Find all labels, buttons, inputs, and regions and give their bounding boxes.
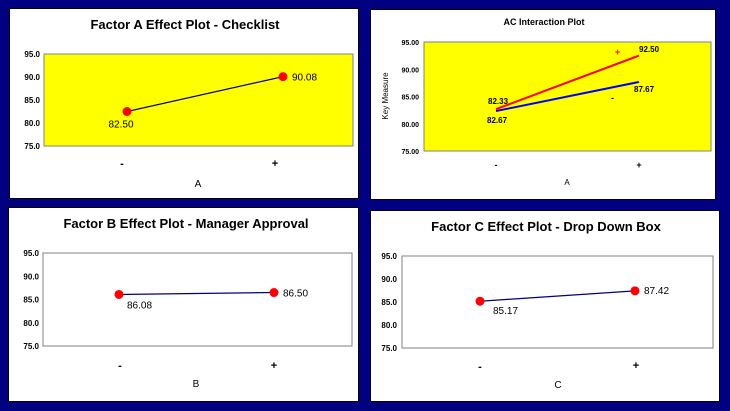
data-point	[278, 72, 288, 82]
x-tick-label: +	[272, 158, 278, 170]
series-line	[118, 291, 275, 296]
x-tick-label: +	[271, 360, 277, 372]
y-ticks: 75.0 80.0 85.0 90.0 95.0	[381, 252, 397, 353]
y-tick-label: 80.00	[401, 122, 419, 129]
y-tick-label: 75.0	[23, 342, 39, 351]
data-label: 85.17	[493, 306, 518, 317]
series-line-minus	[495, 80, 640, 113]
plot-area	[42, 252, 353, 347]
data-label: 82.50	[108, 120, 133, 131]
y-tick-label: 80.0	[24, 119, 40, 128]
y-tick-label: 75.0	[381, 344, 397, 353]
x-axis-label: C	[554, 380, 561, 391]
series-line	[126, 76, 284, 113]
chart-factor-c: Factor C Effect Plot - Drop Down Box 75.…	[370, 210, 720, 402]
data-point	[475, 296, 485, 306]
y-tick-label: 90.0	[24, 73, 40, 82]
y-tick-label: 85.0	[23, 296, 39, 305]
chart-factor-b: Factor B Effect Plot - Manager Approval …	[8, 207, 359, 402]
chart-ac-interaction-svg: AC Interaction Plot 75.00 80.00 85.00 90.00…	[381, 17, 712, 187]
data-label: 92.50	[639, 45, 660, 54]
data-point	[630, 286, 640, 296]
x-tick-label: -	[120, 158, 124, 170]
data-point	[114, 289, 124, 299]
x-axis-label: A	[195, 179, 202, 190]
y-ticks: 75.00 80.00 85.00 90.00 95.00	[401, 40, 419, 156]
y-tick-label: 95.00	[401, 40, 419, 47]
data-label: 82.67	[487, 116, 508, 125]
data-label: 86.50	[283, 289, 308, 300]
y-tick-label: 90.0	[381, 275, 397, 284]
y-ticks: 75.0 80.0 85.0 90.0 95.0	[23, 249, 39, 351]
x-tick-label: -	[118, 360, 122, 372]
data-label: 86.08	[127, 300, 152, 311]
series-line	[479, 290, 636, 302]
y-tick-label: 90.00	[401, 67, 419, 74]
x-tick-label: -	[478, 361, 482, 373]
chart-factor-b-svg: Factor B Effect Plot - Manager Approval …	[23, 216, 353, 390]
x-tick-label: +	[633, 360, 639, 372]
series-line-plus	[495, 54, 640, 111]
y-tick-label: 90.0	[23, 272, 39, 281]
x-tick-label: +	[636, 160, 641, 170]
y-tick-label: 80.0	[23, 319, 39, 328]
x-tick-label: -	[495, 160, 498, 170]
y-axis-label: Key Measure	[381, 72, 390, 120]
y-tick-label: 85.0	[381, 298, 397, 307]
y-tick-label: 75.0	[24, 142, 40, 151]
chart-title: Factor A Effect Plot - Checklist	[90, 17, 280, 32]
chart-factor-c-svg: Factor C Effect Plot - Drop Down Box 75.…	[381, 219, 714, 391]
x-axis-label: A	[564, 178, 570, 187]
data-label: 87.42	[644, 286, 669, 297]
x-axis-label: B	[193, 379, 200, 390]
y-tick-label: 95.0	[24, 50, 40, 59]
plot-area	[43, 53, 354, 147]
y-tick-label: 85.0	[24, 96, 40, 105]
data-label: 90.08	[292, 73, 317, 84]
data-point	[269, 288, 279, 298]
chart-title: Factor B Effect Plot - Manager Approval	[63, 216, 308, 231]
y-tick-label: 75.00	[401, 149, 419, 156]
y-tick-label: 80.0	[381, 321, 397, 330]
data-label: 82.33	[488, 97, 509, 106]
chart-title: AC Interaction Plot	[503, 17, 584, 27]
data-label: 87.67	[634, 85, 655, 94]
y-ticks: 75.0 80.0 85.0 90.0 95.0	[24, 50, 40, 151]
data-point	[122, 107, 132, 116]
y-tick-label: 85.00	[401, 95, 419, 102]
series-marker-plus: +	[615, 47, 620, 57]
y-tick-label: 95.0	[23, 249, 39, 258]
plot-area	[401, 255, 714, 349]
chart-ac-interaction: AC Interaction Plot 75.00 80.00 85.00 90.00…	[370, 9, 716, 200]
chart-factor-a: Factor A Effect Plot - Checklist 75.0 80.…	[9, 8, 359, 199]
series-marker-minus: -	[611, 93, 614, 103]
chart-title: Factor C Effect Plot - Drop Down Box	[431, 219, 661, 234]
chart-factor-a-svg: Factor A Effect Plot - Checklist 75.0 80.…	[24, 17, 354, 190]
y-tick-label: 95.0	[381, 252, 397, 261]
